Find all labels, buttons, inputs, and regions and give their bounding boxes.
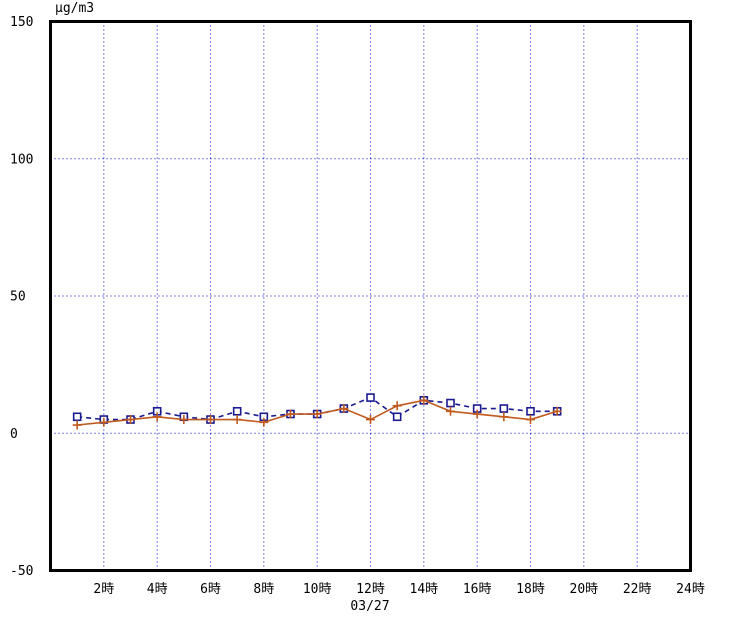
- plus-marker: [366, 415, 375, 425]
- x-tick-label: 24時: [676, 582, 705, 597]
- x-tick-label: 4時: [147, 582, 168, 597]
- plus-marker: [152, 412, 162, 422]
- gridlines: [50, 21, 691, 571]
- square-marker: [446, 398, 455, 408]
- plus-marker: [312, 409, 322, 419]
- x-tick-label: 10時: [303, 582, 332, 597]
- y-tick-label: 150: [10, 15, 33, 30]
- plus-marker: [499, 412, 509, 422]
- square-marker: [232, 406, 242, 416]
- plus-marker: [526, 415, 535, 425]
- series-plus-solid: [72, 395, 562, 430]
- plus-marker: [286, 409, 295, 419]
- square-marker: [72, 412, 82, 422]
- plus-marker: [72, 420, 82, 430]
- square-marker: [526, 406, 535, 416]
- plus-marker: [552, 406, 562, 416]
- x-tick-labels: 2時 4時 6時 8時 10時 12時 14時 16時 18時 20時 22時 24時: [93, 582, 704, 597]
- y-tick-label: 100: [10, 152, 33, 167]
- y-tick-label: 0: [10, 427, 18, 442]
- x-axis-date-label: 03/27: [350, 599, 390, 614]
- plus-marker: [392, 401, 402, 411]
- plus-marker: [232, 415, 242, 425]
- square-marker: [392, 412, 402, 422]
- x-tick-label: 20時: [570, 582, 599, 597]
- x-tick-label: 18時: [516, 582, 545, 597]
- plus-marker: [446, 406, 455, 416]
- plus-marker: [419, 395, 429, 405]
- x-tick-label: 22時: [623, 582, 652, 597]
- y-axis-unit-label: μg/m3: [55, 1, 95, 16]
- plus-marker: [99, 417, 109, 427]
- square-marker: [366, 393, 375, 402]
- x-tick-label: 6時: [200, 582, 221, 597]
- y-tick-label: 50: [10, 290, 26, 305]
- plus-marker: [472, 409, 482, 419]
- plus-marker: [339, 404, 349, 414]
- plus-marker: [259, 417, 269, 427]
- x-tick-label: 8時: [253, 582, 274, 597]
- plot-border: [49, 20, 692, 572]
- x-tick-label: 14時: [410, 582, 439, 597]
- y-tick-label: -50: [10, 564, 33, 579]
- square-marker: [499, 404, 509, 413]
- x-tick-label: 16時: [463, 582, 492, 597]
- plus-marker: [206, 415, 215, 425]
- y-tick-labels: 150 100 50 0 -50: [10, 15, 33, 579]
- x-tick-label: 2時: [93, 582, 114, 597]
- plus-marker: [126, 415, 135, 425]
- plus-marker: [179, 415, 189, 425]
- x-tick-label: 12時: [356, 582, 385, 597]
